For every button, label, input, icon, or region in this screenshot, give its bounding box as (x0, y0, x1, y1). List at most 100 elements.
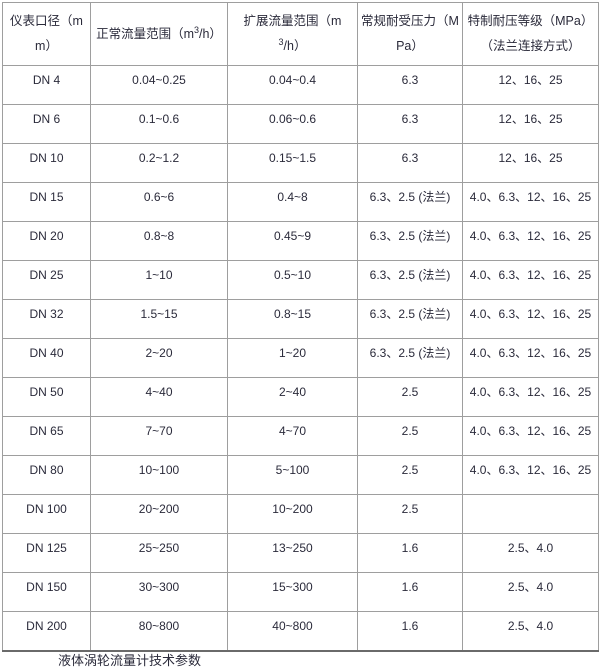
cell-extended-range: 15~300 (227, 572, 358, 612)
cell-pressure: 1.6 (357, 611, 463, 651)
cell-diameter: DN 80 (2, 455, 91, 495)
header-normal-range-sup: 3 (193, 24, 199, 35)
header-pressure-label: 常规耐受压力（MPa） (361, 14, 459, 53)
cell-normal-range: 1.5~15 (90, 299, 228, 339)
cell-pressure: 6.3 (357, 65, 463, 105)
cell-pressure: 6.3 (357, 104, 463, 144)
cell-pressure: 2.5 (357, 455, 463, 495)
cell-special-pressure: 4.0、6.3、12、16、25 (462, 299, 599, 339)
table-row: DN 50 4~40 2~40 2.5 4.0、6.3、12、16、25 (2, 377, 599, 417)
table-row: DN 150 30~300 15~300 1.6 2.5、4.0 (2, 572, 599, 612)
table-row: DN 80 10~100 5~100 2.5 4.0、6.3、12、16、25 (2, 455, 599, 495)
cell-normal-range: 7~70 (90, 416, 228, 456)
spec-table-header: 仪表口径（mm） 正常流量范围（m3/h） 扩展流量范围（m3/h） 常规耐受压… (2, 2, 599, 66)
cell-extended-range: 2~40 (227, 377, 358, 417)
cell-diameter: DN 65 (2, 416, 91, 456)
table-row: DN 32 1.5~15 0.8~15 6.3、2.5 (法兰) 4.0、6.3、12、… (2, 299, 599, 339)
header-special-pressure: 特制耐压等级（MPa）（法兰连接方式） (462, 2, 599, 66)
cell-normal-range: 4~40 (90, 377, 228, 417)
cell-special-pressure: 2.5、4.0 (462, 533, 599, 573)
cell-special-pressure: 2.5、4.0 (462, 611, 599, 651)
cell-pressure: 1.6 (357, 572, 463, 612)
cell-extended-range: 0.4~8 (227, 182, 358, 222)
header-extended-range-unit: /h） (283, 39, 307, 53)
table-row: DN 20 0.8~8 0.45~9 6.3、2.5 (法兰) 4.0、6.3、12、1… (2, 221, 599, 261)
cell-diameter: DN 32 (2, 299, 91, 339)
table-row: DN 200 80~800 40~800 1.6 2.5、4.0 (2, 611, 599, 651)
cell-extended-range: 40~800 (227, 611, 358, 651)
cell-extended-range: 0.5~10 (227, 260, 358, 300)
cell-diameter: DN 150 (2, 572, 91, 612)
spec-table-body: DN 4 0.04~0.25 0.04~0.4 6.3 12、16、25 DN 6 0.1~… (2, 65, 599, 651)
cell-special-pressure: 2.5、4.0 (462, 572, 599, 612)
table-row: DN 4 0.04~0.25 0.04~0.4 6.3 12、16、25 (2, 65, 599, 105)
cell-diameter: DN 10 (2, 143, 91, 183)
cell-extended-range: 0.06~0.6 (227, 104, 358, 144)
header-normal-range-label: 正常流量范围（m (96, 26, 194, 41)
cell-extended-range: 0.04~0.4 (227, 65, 358, 105)
cell-normal-range: 0.2~1.2 (90, 143, 228, 183)
table-row: DN 65 7~70 4~70 2.5 4.0、6.3、12、16、25 (2, 416, 599, 456)
cell-pressure: 2.5 (357, 416, 463, 456)
cell-extended-range: 4~70 (227, 416, 358, 456)
table-row: DN 15 0.6~6 0.4~8 6.3、2.5 (法兰) 4.0、6.3、12、16… (2, 182, 599, 222)
header-normal-range-unit: /h） (199, 26, 222, 41)
cell-special-pressure: 12、16、25 (462, 143, 599, 183)
cell-special-pressure: 4.0、6.3、12、16、25 (462, 221, 599, 261)
cell-diameter: DN 20 (2, 221, 91, 261)
header-pressure: 常规耐受压力（MPa） (357, 2, 463, 66)
cell-special-pressure: 4.0、6.3、12、16、25 (462, 182, 599, 222)
cell-diameter: DN 200 (2, 611, 91, 651)
cell-pressure: 2.5 (357, 377, 463, 417)
header-extended-range: 扩展流量范围（m 3/h） (227, 2, 358, 66)
cell-normal-range: 0.6~6 (90, 182, 228, 222)
spec-table: 仪表口径（mm） 正常流量范围（m3/h） 扩展流量范围（m3/h） 常规耐受压… (2, 2, 599, 652)
cell-pressure: 6.3、2.5 (法兰) (357, 260, 463, 300)
table-row: DN 40 2~20 1~20 6.3、2.5 (法兰) 4.0、6.3、12、16、2… (2, 338, 599, 378)
cell-diameter: DN 6 (2, 104, 91, 144)
cell-extended-range: 0.8~15 (227, 299, 358, 339)
table-row: DN 25 1~10 0.5~10 6.3、2.5 (法兰) 4.0、6.3、12、16… (2, 260, 599, 300)
cell-extended-range: 10~200 (227, 494, 358, 534)
cell-special-pressure: 12、16、25 (462, 104, 599, 144)
header-diameter: 仪表口径（mm） (2, 2, 91, 66)
cell-normal-range: 20~200 (90, 494, 228, 534)
cell-pressure: 6.3、2.5 (法兰) (357, 221, 463, 261)
cell-extended-range: 13~250 (227, 533, 358, 573)
clipped-caption: 液体涡轮流量计技术参数 (58, 653, 202, 668)
cell-special-pressure (462, 494, 599, 534)
cell-pressure: 1.6 (357, 533, 463, 573)
cell-pressure: 6.3、2.5 (法兰) (357, 299, 463, 339)
cell-pressure: 2.5 (357, 494, 463, 534)
cell-diameter: DN 15 (2, 182, 91, 222)
cell-normal-range: 0.8~8 (90, 221, 228, 261)
header-special-pressure-label: 特制耐压等级（MPa）（法兰连接方式） (467, 14, 594, 53)
header-diameter-label: 仪表口径（mm） (10, 14, 83, 53)
header-normal-range: 正常流量范围（m3/h） (90, 2, 228, 66)
cell-special-pressure: 4.0、6.3、12、16、25 (462, 377, 599, 417)
cell-normal-range: 25~250 (90, 533, 228, 573)
cell-diameter: DN 100 (2, 494, 91, 534)
cell-extended-range: 1~20 (227, 338, 358, 378)
cell-extended-range: 5~100 (227, 455, 358, 495)
cell-normal-range: 10~100 (90, 455, 228, 495)
header-extended-range-sup: 3 (278, 36, 284, 47)
cell-diameter: DN 4 (2, 65, 91, 105)
cell-extended-range: 0.15~1.5 (227, 143, 358, 183)
cell-normal-range: 0.04~0.25 (90, 65, 228, 105)
cell-extended-range: 0.45~9 (227, 221, 358, 261)
cell-special-pressure: 4.0、6.3、12、16、25 (462, 260, 599, 300)
cell-normal-range: 0.1~0.6 (90, 104, 228, 144)
cell-pressure: 6.3 (357, 143, 463, 183)
cell-diameter: DN 25 (2, 260, 91, 300)
cell-special-pressure: 4.0、6.3、12、16、25 (462, 455, 599, 495)
cell-pressure: 6.3、2.5 (法兰) (357, 338, 463, 378)
cell-normal-range: 1~10 (90, 260, 228, 300)
cell-diameter: DN 125 (2, 533, 91, 573)
cell-pressure: 6.3、2.5 (法兰) (357, 182, 463, 222)
header-extended-range-label: 扩展流量范围（m (243, 14, 342, 28)
cell-normal-range: 30~300 (90, 572, 228, 612)
cell-special-pressure: 12、16、25 (462, 65, 599, 105)
header-row: 仪表口径（mm） 正常流量范围（m3/h） 扩展流量范围（m3/h） 常规耐受压… (2, 2, 599, 66)
cell-normal-range: 80~800 (90, 611, 228, 651)
